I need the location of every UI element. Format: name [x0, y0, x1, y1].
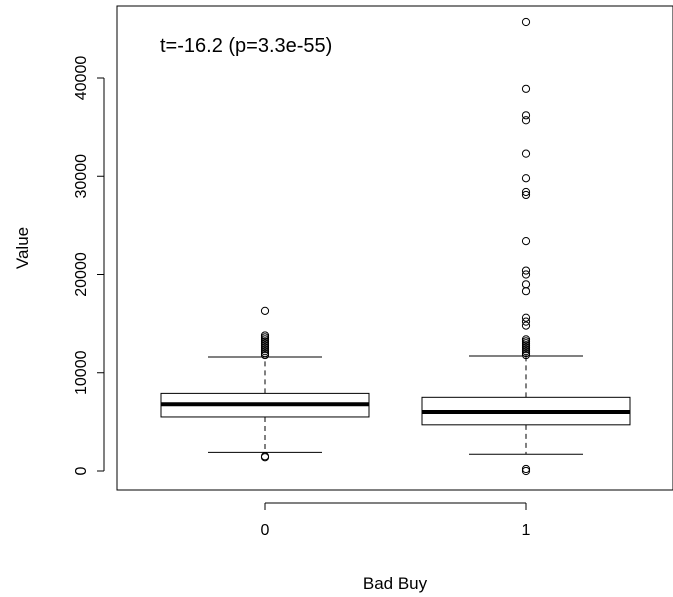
outlier-point — [521, 266, 531, 275]
y-tick-label: 10000 — [73, 350, 90, 395]
y-tick-label: 40000 — [73, 56, 90, 101]
outlier-point — [260, 335, 270, 344]
outlier-point — [521, 347, 531, 356]
outlier-point — [260, 349, 270, 358]
outlier-point — [521, 287, 531, 296]
outlier-point — [521, 337, 531, 346]
outlier-point — [521, 321, 531, 330]
outlier-point — [260, 452, 270, 461]
outlier-point — [521, 345, 531, 354]
y-tick-label: 0 — [73, 466, 90, 475]
outlier-point — [521, 111, 531, 120]
outlier-point — [521, 466, 531, 476]
y-axis: 0 10000 20000 30000 40000 — [73, 56, 105, 475]
boxes — [160, 17, 631, 476]
x-tick-label: 0 — [261, 522, 270, 539]
outlier-point — [521, 343, 531, 352]
outlier-point — [521, 313, 531, 322]
outlier-point — [521, 149, 531, 158]
x-axis-title: Bad Buy — [363, 574, 428, 593]
outlier-point — [521, 17, 531, 27]
outlier-point — [521, 270, 531, 279]
outlier-point — [260, 331, 270, 340]
outlier-point — [260, 306, 270, 315]
outlier-point — [521, 280, 531, 289]
outlier-point — [521, 341, 531, 350]
outlier-point — [521, 187, 531, 197]
outlier-point — [521, 317, 531, 326]
outlier-point — [260, 343, 270, 352]
plot-frame — [116, 5, 673, 491]
outlier-point — [521, 84, 531, 93]
outlier-point — [260, 347, 270, 356]
outlier-point — [521, 464, 531, 474]
outlier-point — [521, 190, 531, 200]
box-group-1 — [421, 17, 631, 476]
outlier-point — [260, 339, 270, 348]
y-axis-title: Value — [13, 227, 32, 269]
outlier-point — [521, 335, 531, 344]
outlier-point — [521, 350, 531, 360]
outlier-point — [260, 350, 270, 360]
outlier-point — [260, 341, 270, 350]
outlier-point — [260, 345, 270, 354]
t-test-annotation: t=-16.2 (p=3.3e-55) — [160, 35, 332, 57]
outlier-point — [521, 174, 531, 183]
outlier-point — [260, 333, 270, 342]
outlier-point — [521, 349, 531, 358]
outlier-point — [521, 339, 531, 348]
outlier-point — [521, 236, 531, 246]
y-tick-label: 30000 — [73, 154, 90, 199]
x-tick-label: 1 — [522, 522, 531, 539]
outlier-point — [521, 116, 531, 125]
box-group-0 — [160, 306, 370, 462]
outlier-point — [260, 337, 270, 346]
y-tick-label: 20000 — [73, 252, 90, 297]
